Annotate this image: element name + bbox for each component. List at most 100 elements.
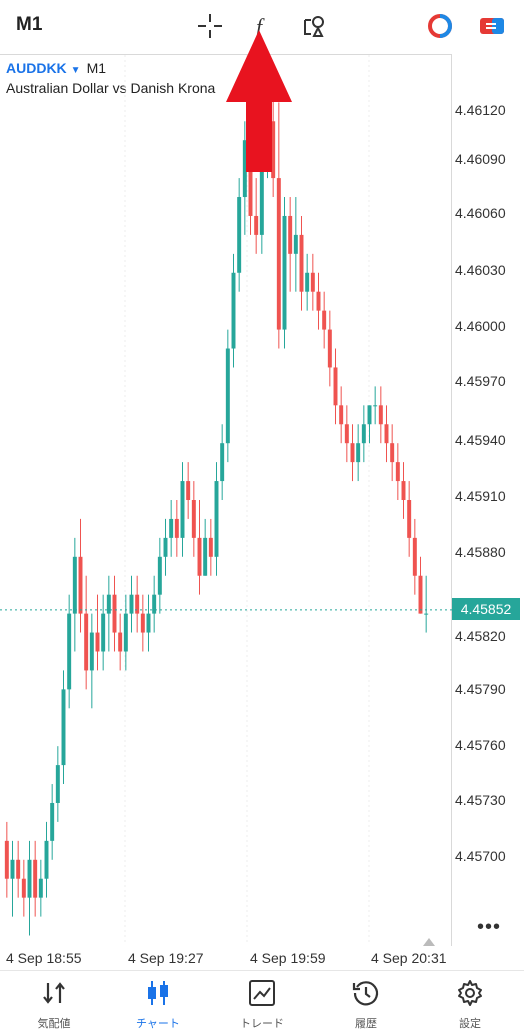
candle-body xyxy=(225,348,230,444)
candle-body xyxy=(123,613,128,652)
candle xyxy=(339,386,344,444)
price-tick-label: 4.45910 xyxy=(455,488,506,504)
candle xyxy=(191,481,196,557)
candle xyxy=(418,556,423,614)
candle-body xyxy=(412,537,417,576)
candle xyxy=(254,178,259,254)
candle xyxy=(118,613,123,671)
candle-body xyxy=(21,878,26,898)
candle xyxy=(21,859,26,917)
nav-quotes[interactable]: 気配値 xyxy=(4,971,104,1030)
candle-body xyxy=(95,632,100,652)
candle xyxy=(288,197,293,292)
annotation-arrow-icon xyxy=(226,30,292,172)
candle-body xyxy=(84,613,89,671)
more-icon[interactable]: ••• xyxy=(477,916,502,938)
candle xyxy=(231,253,236,368)
settings-icon xyxy=(458,980,482,1006)
candle xyxy=(305,253,310,311)
candle xyxy=(367,405,372,444)
candle xyxy=(344,405,349,463)
candle xyxy=(106,575,111,652)
candle-body xyxy=(157,556,162,595)
symbol-description: Australian Dollar vs Danish Krona xyxy=(6,80,216,96)
candle xyxy=(140,594,145,652)
candle xyxy=(16,840,21,898)
candle xyxy=(237,178,242,292)
candle-body xyxy=(242,140,247,198)
candle-body xyxy=(276,178,281,330)
candle xyxy=(174,500,179,557)
candle xyxy=(310,253,315,311)
candle xyxy=(373,386,378,425)
candle xyxy=(390,424,395,482)
candle-body xyxy=(67,613,72,690)
chart-area[interactable] xyxy=(0,54,452,946)
candle-body xyxy=(89,632,94,671)
candle-body xyxy=(55,765,60,803)
candle-body xyxy=(339,405,344,425)
candle xyxy=(123,594,128,671)
candle xyxy=(38,859,43,917)
nav-trade[interactable]: トレード xyxy=(212,971,312,1030)
crosshair-icon[interactable] xyxy=(196,12,224,40)
trade-icon xyxy=(249,980,275,1006)
account-icon[interactable] xyxy=(426,12,454,40)
price-tick-label: 4.46090 xyxy=(455,151,506,167)
candle-body xyxy=(395,462,400,482)
candle xyxy=(356,424,361,482)
nav-label: チャート xyxy=(136,1018,180,1030)
candle-body xyxy=(33,859,38,898)
nav-chart[interactable]: チャート xyxy=(108,971,208,1030)
objects-icon[interactable] xyxy=(302,12,330,40)
candle-body xyxy=(259,140,264,235)
symbol-header[interactable]: AUDDKK ▼ M1 xyxy=(6,60,106,76)
candle xyxy=(84,575,89,690)
candle xyxy=(112,575,117,652)
candle-body xyxy=(418,575,423,614)
candle-body xyxy=(180,481,185,538)
candle xyxy=(135,575,140,633)
candle-body xyxy=(129,594,134,614)
price-tick-label: 4.46000 xyxy=(455,318,506,334)
candle-body xyxy=(316,291,321,311)
function-icon[interactable]: f xyxy=(248,12,276,40)
candle xyxy=(186,462,191,519)
candle xyxy=(157,537,162,614)
candle-body xyxy=(231,272,236,349)
candle-body xyxy=(27,859,32,898)
nav-settings[interactable]: 設定 xyxy=(420,971,520,1030)
candle-body xyxy=(288,215,293,254)
candle-body xyxy=(237,197,242,273)
toggle-icon[interactable] xyxy=(478,12,506,40)
scroll-end-icon[interactable] xyxy=(423,938,435,946)
candle xyxy=(220,424,225,500)
candle-body xyxy=(407,500,412,538)
symbol-name[interactable]: AUDDKK xyxy=(6,60,67,76)
candle xyxy=(67,594,72,709)
candle-body xyxy=(186,481,191,500)
timeframe-selector[interactable]: M1 xyxy=(16,14,43,35)
candle xyxy=(333,348,338,425)
candle-body xyxy=(50,802,55,841)
candle-body xyxy=(112,594,117,633)
history-icon xyxy=(352,981,379,1006)
nav-history[interactable]: 履歴 xyxy=(316,971,416,1030)
candlestick-chart[interactable] xyxy=(0,55,452,945)
candle xyxy=(316,272,321,330)
candle xyxy=(242,121,247,235)
candle xyxy=(299,215,304,311)
nav-label: トレード xyxy=(240,1018,284,1030)
candle xyxy=(33,840,38,917)
candle-body xyxy=(293,234,298,254)
candle xyxy=(214,462,219,576)
price-tick-label: 4.45970 xyxy=(455,373,506,389)
symbol-caret-icon[interactable]: ▼ xyxy=(70,65,81,76)
candle xyxy=(350,424,355,482)
current-price-label: 4.45852 xyxy=(452,598,520,620)
price-tick-label: 4.46030 xyxy=(455,262,506,278)
price-tick-label: 4.45700 xyxy=(455,848,506,864)
candle-body xyxy=(361,424,366,444)
candle-body xyxy=(248,140,253,216)
candle xyxy=(50,784,55,860)
